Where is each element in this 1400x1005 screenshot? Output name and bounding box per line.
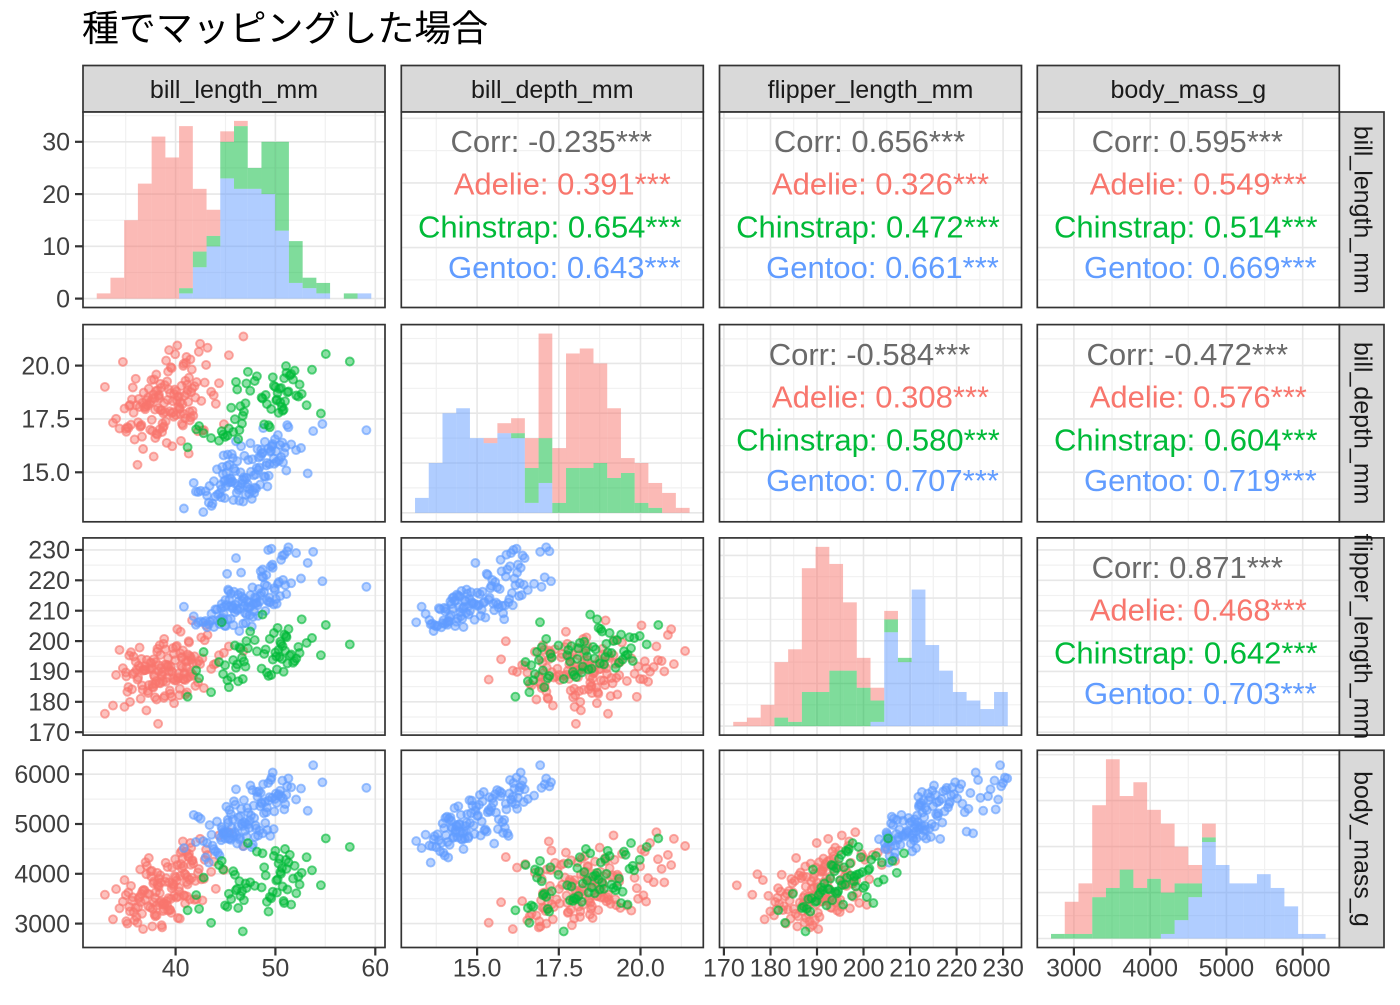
svg-text:Chinstrap: 0.642***: Chinstrap: 0.642*** — [1054, 636, 1318, 671]
svg-text:Adelie: 0.576***: Adelie: 0.576*** — [1090, 379, 1307, 414]
svg-text:230: 230 — [28, 537, 70, 565]
svg-text:170: 170 — [703, 955, 745, 983]
svg-text:220: 220 — [936, 955, 978, 983]
svg-text:4000: 4000 — [14, 861, 70, 889]
svg-text:20.0: 20.0 — [616, 955, 665, 983]
svg-text:210: 210 — [889, 955, 931, 983]
svg-text:5000: 5000 — [1199, 955, 1255, 983]
svg-text:Corr: 0.871***: Corr: 0.871*** — [1092, 550, 1283, 585]
svg-text:bill_length_mm: bill_length_mm — [150, 76, 318, 104]
svg-text:60: 60 — [361, 955, 389, 983]
svg-text:180: 180 — [28, 689, 70, 717]
svg-text:200: 200 — [843, 955, 885, 983]
svg-text:Corr: 0.595***: Corr: 0.595*** — [1092, 124, 1283, 159]
svg-text:bill_depth_mm: bill_depth_mm — [1349, 342, 1377, 505]
svg-text:40: 40 — [162, 955, 190, 983]
svg-text:10: 10 — [42, 233, 70, 261]
svg-text:Corr: -0.235***: Corr: -0.235*** — [451, 124, 653, 159]
svg-text:Adelie: 0.391***: Adelie: 0.391*** — [454, 167, 671, 202]
svg-text:50: 50 — [261, 955, 289, 983]
svg-text:Adelie: 0.308***: Adelie: 0.308*** — [772, 379, 989, 414]
svg-text:6000: 6000 — [1275, 955, 1331, 983]
svg-text:Gentoo: 0.707***: Gentoo: 0.707*** — [766, 463, 999, 498]
svg-text:0: 0 — [56, 285, 70, 313]
svg-text:170: 170 — [28, 719, 70, 747]
svg-text:Gentoo: 0.719***: Gentoo: 0.719*** — [1084, 463, 1317, 498]
svg-text:200: 200 — [28, 628, 70, 656]
svg-text:6000: 6000 — [14, 761, 70, 789]
svg-text:bill_length_mm: bill_length_mm — [1349, 126, 1377, 294]
svg-text:flipper_length_mm: flipper_length_mm — [1349, 534, 1377, 740]
svg-text:Gentoo: 0.669***: Gentoo: 0.669*** — [1084, 250, 1317, 285]
svg-text:Adelie: 0.549***: Adelie: 0.549*** — [1090, 167, 1307, 202]
svg-text:Gentoo: 0.661***: Gentoo: 0.661*** — [766, 250, 999, 285]
svg-text:bill_depth_mm: bill_depth_mm — [471, 76, 634, 104]
svg-text:Chinstrap: 0.654***: Chinstrap: 0.654*** — [418, 210, 682, 245]
svg-text:17.5: 17.5 — [534, 955, 583, 983]
svg-text:17.5: 17.5 — [21, 406, 70, 434]
svg-text:15.0: 15.0 — [453, 955, 502, 983]
svg-text:Corr: 0.656***: Corr: 0.656*** — [774, 124, 965, 159]
svg-text:Gentoo: 0.703***: Gentoo: 0.703*** — [1084, 676, 1317, 711]
svg-text:body_mass_g: body_mass_g — [1349, 771, 1377, 927]
svg-text:5000: 5000 — [14, 811, 70, 839]
svg-text:Adelie: 0.326***: Adelie: 0.326*** — [772, 167, 989, 202]
svg-text:230: 230 — [982, 955, 1024, 983]
svg-text:3000: 3000 — [1046, 955, 1102, 983]
svg-text:4000: 4000 — [1122, 955, 1178, 983]
svg-text:Gentoo: 0.643***: Gentoo: 0.643*** — [448, 250, 681, 285]
svg-text:190: 190 — [28, 658, 70, 686]
svg-text:Chinstrap: 0.604***: Chinstrap: 0.604*** — [1054, 422, 1318, 457]
svg-text:Adelie: 0.468***: Adelie: 0.468*** — [1090, 593, 1307, 628]
svg-text:210: 210 — [28, 597, 70, 625]
svg-text:Chinstrap: 0.514***: Chinstrap: 0.514*** — [1054, 210, 1318, 245]
svg-text:flipper_length_mm: flipper_length_mm — [768, 76, 974, 104]
svg-text:Chinstrap: 0.580***: Chinstrap: 0.580*** — [736, 422, 1000, 457]
svg-text:body_mass_g: body_mass_g — [1110, 76, 1266, 104]
svg-text:20: 20 — [42, 181, 70, 209]
svg-text:Corr: -0.472***: Corr: -0.472*** — [1087, 337, 1289, 372]
svg-text:3000: 3000 — [14, 910, 70, 938]
svg-text:220: 220 — [28, 567, 70, 595]
svg-text:190: 190 — [796, 955, 838, 983]
svg-text:Corr: -0.584***: Corr: -0.584*** — [769, 337, 971, 372]
svg-text:15.0: 15.0 — [21, 459, 70, 487]
svg-text:20.0: 20.0 — [21, 352, 70, 380]
svg-text:30: 30 — [42, 129, 70, 157]
svg-text:Chinstrap: 0.472***: Chinstrap: 0.472*** — [736, 210, 1000, 245]
svg-text:180: 180 — [750, 955, 792, 983]
